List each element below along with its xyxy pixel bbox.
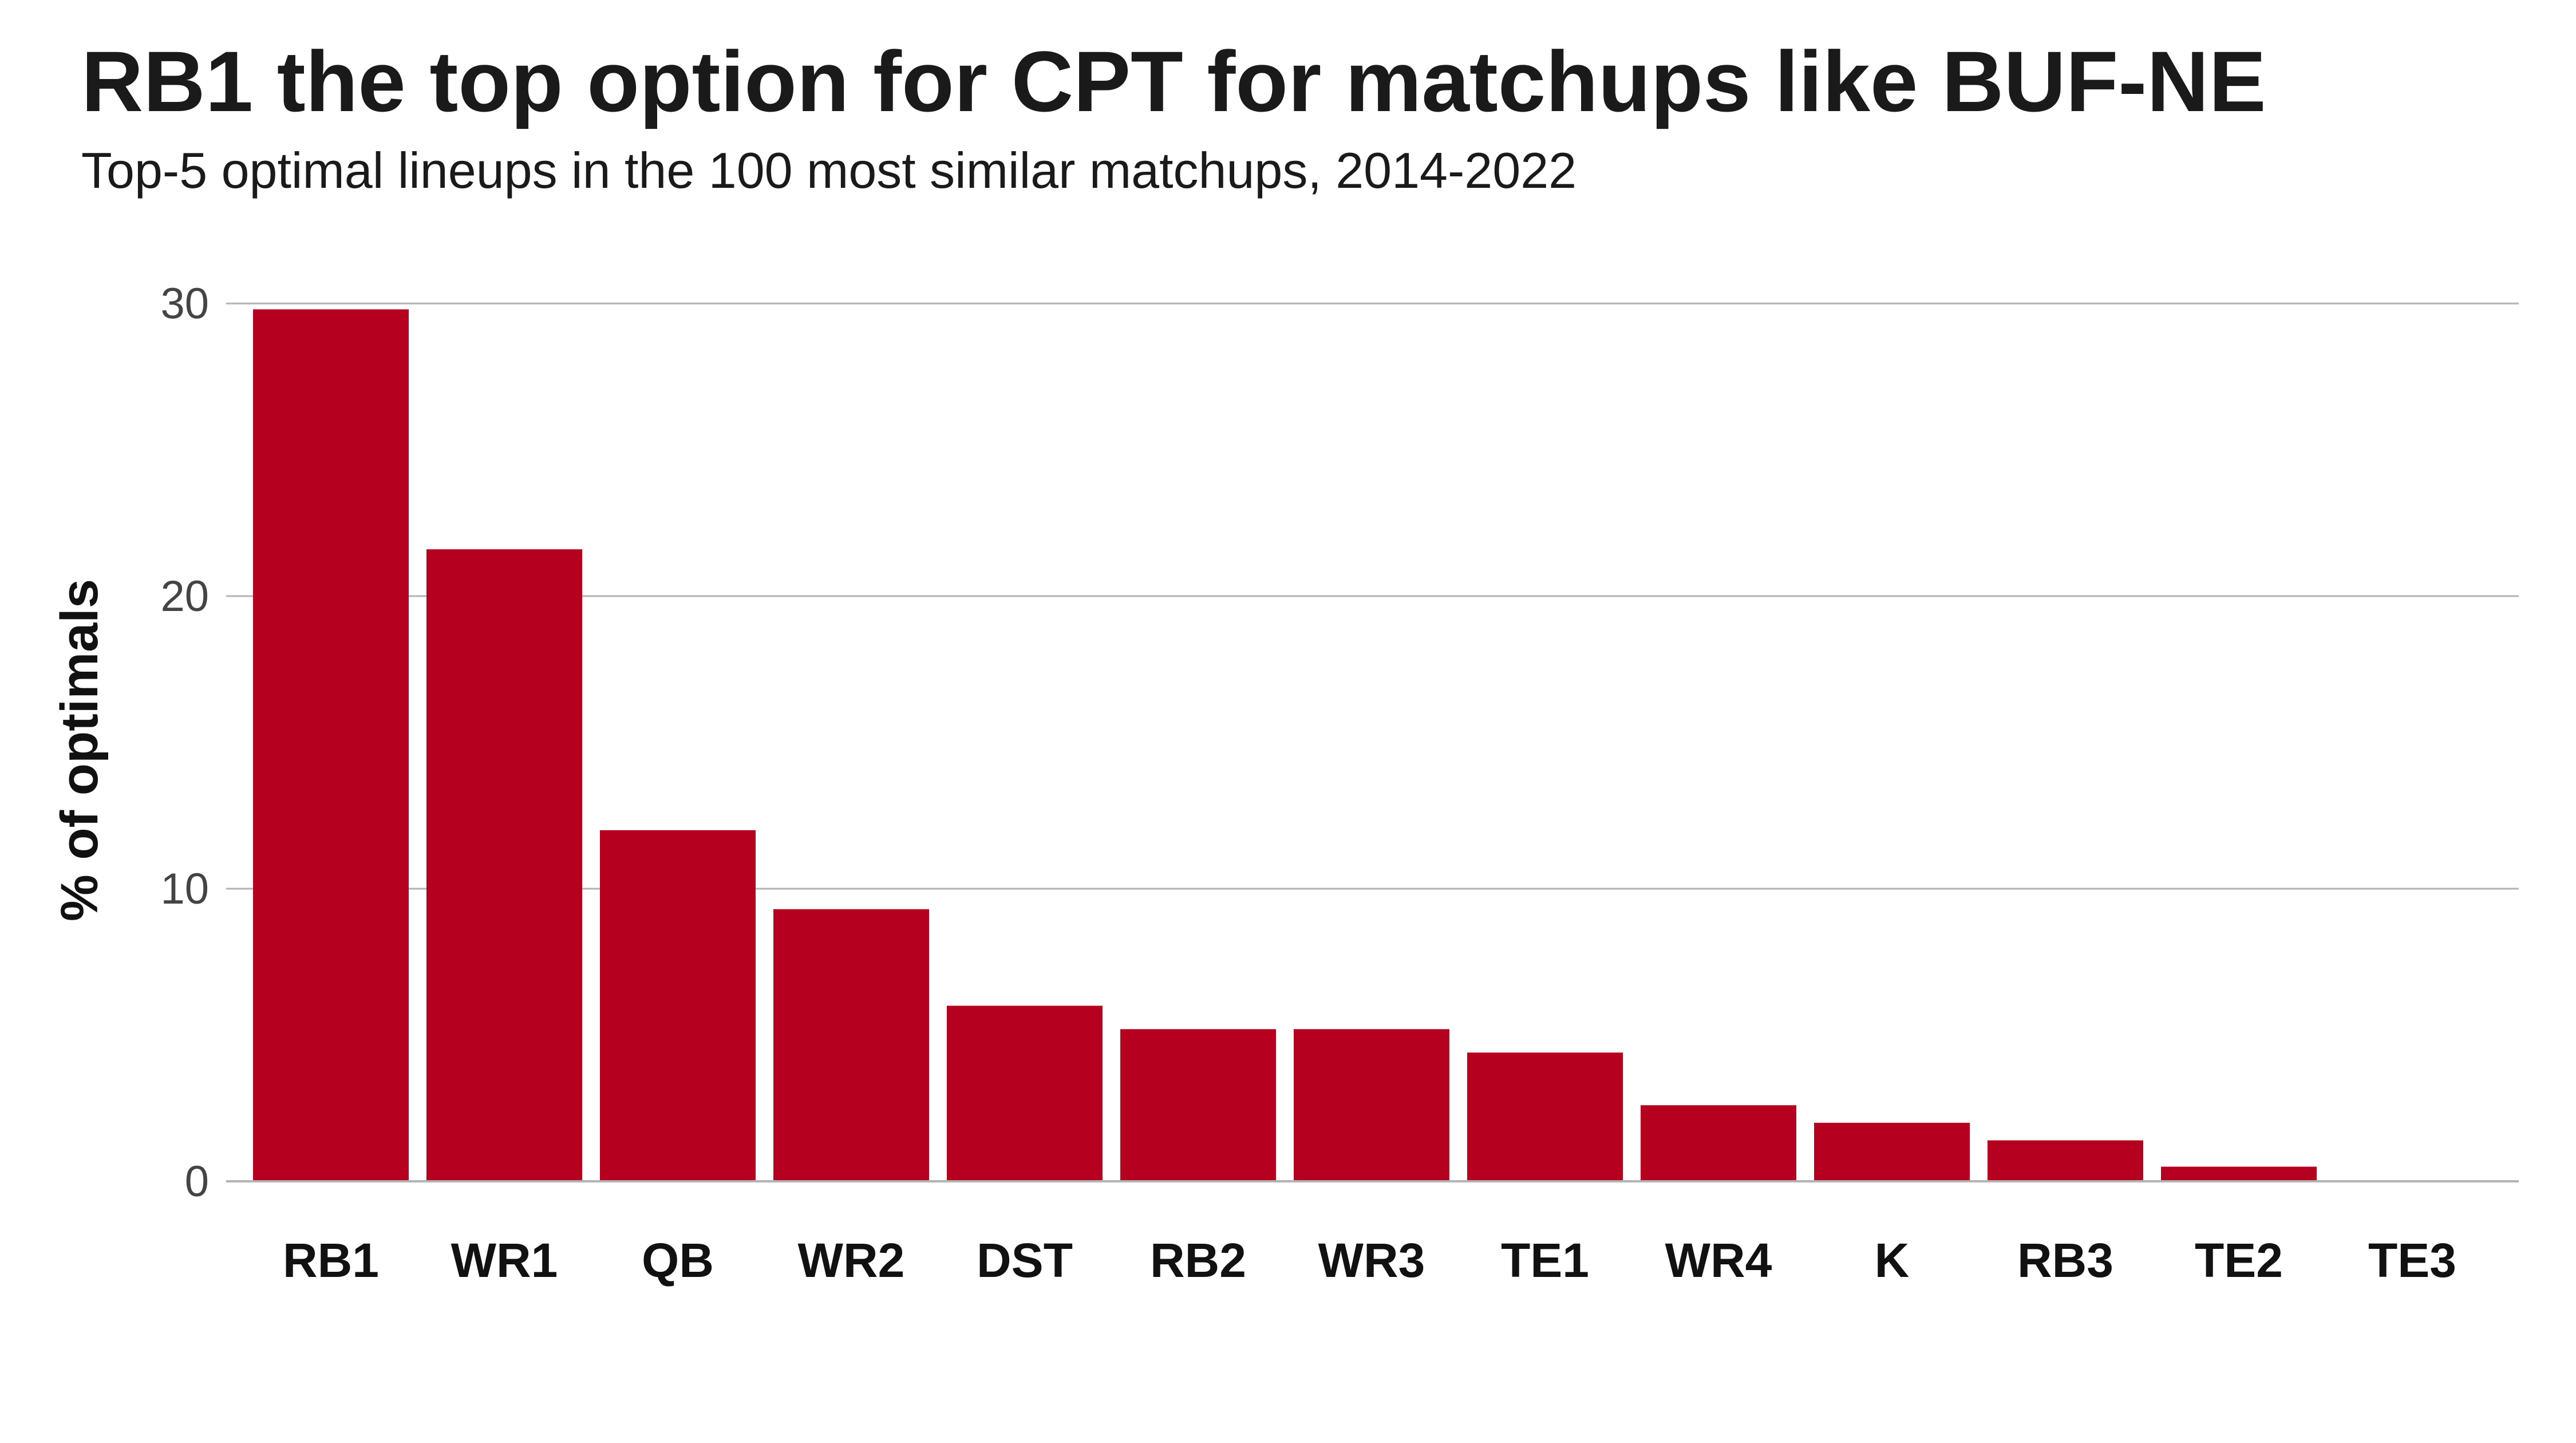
bar-rb1: [253, 309, 409, 1181]
bar-wr3: [1294, 1029, 1449, 1181]
x-tick-label-te2: TE2: [2195, 1233, 2283, 1287]
y-tick-label: 20: [160, 572, 209, 621]
bar-qb: [600, 830, 756, 1181]
y-tick-label: 10: [160, 865, 209, 913]
x-tick-label-rb2: RB2: [1150, 1233, 1246, 1287]
bar-wr4: [1641, 1105, 1796, 1181]
x-tick-label-wr4: WR4: [1665, 1233, 1772, 1287]
x-tick-label-qb: QB: [642, 1233, 714, 1287]
bar-rb3: [1988, 1140, 2143, 1181]
bar-k: [1814, 1122, 1970, 1181]
x-tick-label-wr2: WR2: [798, 1233, 905, 1287]
chart-subtitle: Top-5 optimal lineups in the 100 most si…: [81, 142, 1577, 199]
y-tick-label: 0: [185, 1157, 209, 1206]
bar-dst: [947, 1006, 1103, 1181]
bar-rb2: [1120, 1029, 1276, 1181]
bar-te1: [1467, 1052, 1623, 1181]
y-axis-title: % of optimals: [50, 579, 109, 921]
x-tick-label-rb3: RB3: [2017, 1233, 2113, 1287]
x-tick-label-te1: TE1: [1501, 1233, 1589, 1287]
y-axis-ticks: 0 10 20 30: [160, 279, 209, 1206]
bar-wr1: [426, 549, 582, 1181]
bars: [226, 309, 2519, 1182]
chart-title: RB1 the top option for CPT for matchups …: [81, 33, 2266, 129]
x-tick-label-te3: TE3: [2368, 1233, 2456, 1287]
x-axis-ticks: RB1 WR1 QB WR2 DST RB2 WR3 TE1 WR4 K RB3 TE2 TE3: [283, 1233, 2456, 1287]
bar-te2: [2161, 1166, 2317, 1181]
bar-wr2: [773, 909, 929, 1181]
x-tick-label-k: K: [1875, 1233, 1910, 1287]
x-tick-label-wr3: WR3: [1318, 1233, 1425, 1287]
y-tick-label: 30: [160, 279, 209, 328]
x-tick-label-wr1: WR1: [451, 1233, 558, 1287]
x-tick-label-rb1: RB1: [283, 1233, 379, 1287]
x-tick-label-dst: DST: [977, 1233, 1073, 1287]
